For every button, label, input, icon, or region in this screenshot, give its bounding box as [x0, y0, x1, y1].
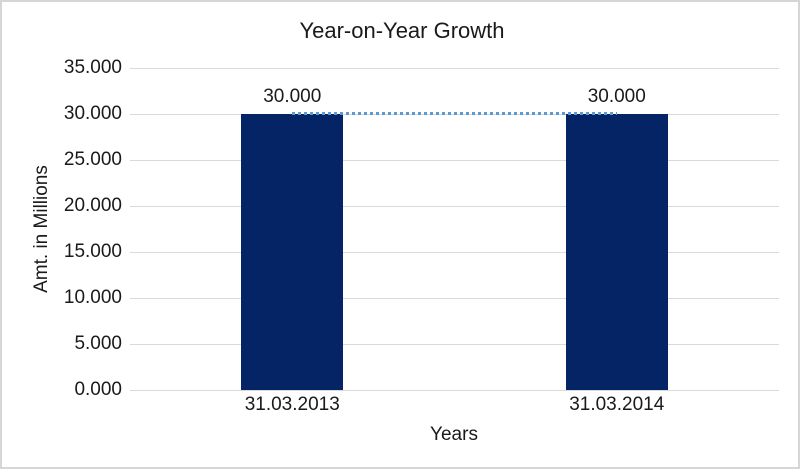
y-axis-title: Amt. in Millions [31, 165, 52, 293]
x-axis-tick-label: 31.03.2013 [244, 394, 340, 415]
bar-data-label: 30.000 [263, 86, 322, 107]
chart-title: Year-on-Year Growth [299, 18, 505, 43]
y-gridline [130, 159, 779, 161]
y-gridline [130, 297, 779, 299]
bar-data-label: 30.000 [587, 86, 646, 107]
y-axis-tick-label: 5.000 [74, 333, 122, 354]
y-axis-tick-label: 30.000 [63, 103, 122, 124]
y-axis-tick-label: 15.000 [63, 241, 122, 262]
y-axis-tick-label: 20.000 [63, 195, 122, 216]
y-axis-tick-label: 35.000 [63, 57, 122, 78]
bar [241, 114, 344, 390]
y-gridline [130, 205, 779, 207]
y-gridline [130, 389, 779, 391]
y-axis-tick-label: 0.000 [74, 379, 122, 400]
x-axis-title: Years [430, 424, 478, 445]
y-gridline [130, 251, 779, 253]
y-gridline [130, 67, 779, 69]
x-axis-tick-label: 31.03.2014 [569, 394, 665, 415]
bar [565, 114, 668, 390]
y-axis-tick-label: 25.000 [63, 149, 122, 170]
trendline [292, 112, 617, 115]
y-gridline [130, 343, 779, 345]
y-axis-tick-label: 10.000 [63, 287, 122, 308]
